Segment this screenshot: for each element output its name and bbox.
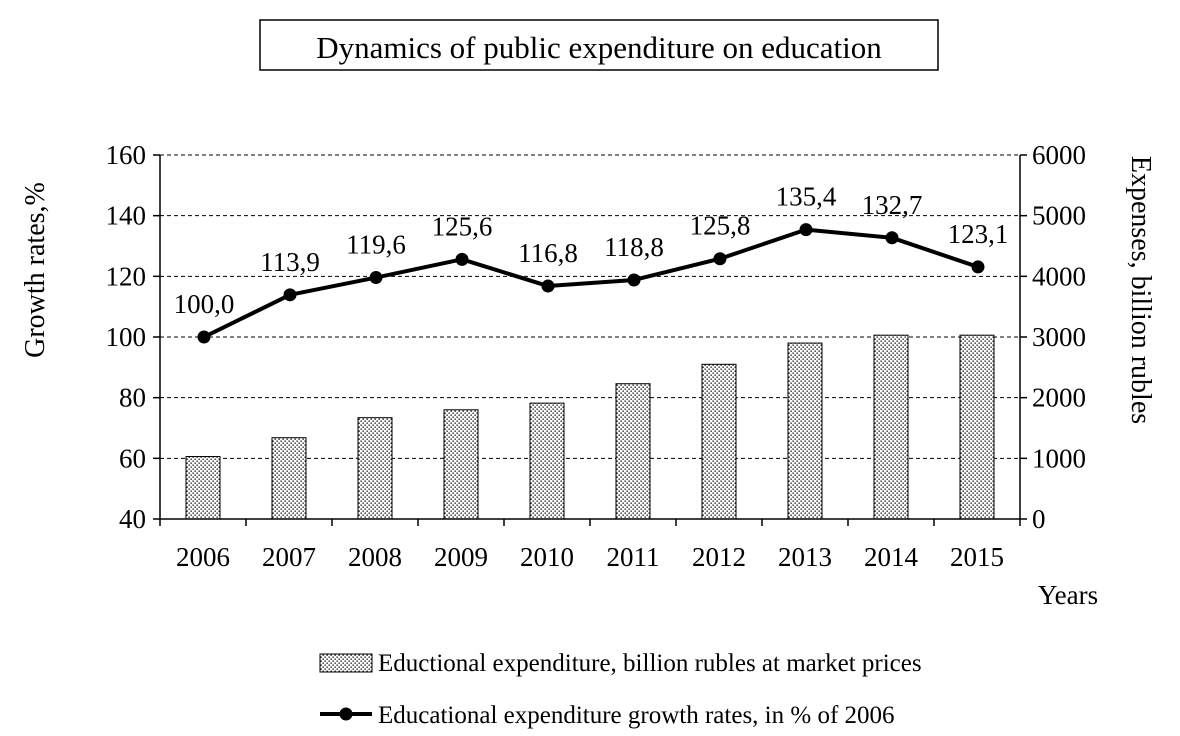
y-left-tick-label: 100 <box>106 322 147 352</box>
y-right-tick-label: 4000 <box>1032 261 1086 291</box>
bar <box>185 456 221 520</box>
x-tick-label: 2007 <box>262 542 316 572</box>
data-label: 135,4 <box>776 182 837 212</box>
bar <box>443 409 479 520</box>
growth-point <box>627 273 641 287</box>
y-right-tick-label: 3000 <box>1032 322 1086 352</box>
tick-labels: 40 60 80 100 120 140 160 0 1000 2000 3000 4000 5000 6… <box>106 140 1087 572</box>
bar <box>959 334 995 520</box>
legend-bar-label: Eductional expenditure, billion rubles a… <box>378 650 922 677</box>
x-tick-label: 2011 <box>607 542 660 572</box>
y-right-tick-label: 2000 <box>1032 383 1086 413</box>
y-left-tick-label: 60 <box>119 443 146 473</box>
growth-point <box>713 252 727 266</box>
growth-point <box>369 271 383 285</box>
x-tick-label: 2010 <box>520 542 574 572</box>
bar <box>615 383 651 520</box>
x-axis-label: Years <box>1038 580 1098 610</box>
legend: Eductional expenditure, billion rubles a… <box>319 650 922 729</box>
data-label: 119,6 <box>346 230 406 260</box>
growth-point <box>455 252 469 266</box>
y-right-tick-label: 1000 <box>1032 443 1086 473</box>
chart-title-box <box>259 19 939 71</box>
data-label: 123,1 <box>948 219 1009 249</box>
legend-bar-swatch <box>319 653 373 673</box>
growth-point <box>885 231 899 245</box>
x-tick-label: 2006 <box>176 542 230 572</box>
bar-series <box>185 334 995 520</box>
y-left-tick-label: 120 <box>106 261 147 291</box>
data-label: 125,8 <box>690 211 751 241</box>
data-label: 100,0 <box>174 289 235 319</box>
chart-title: Dynamics of public expenditure on educat… <box>316 30 882 65</box>
y-left-tick-label: 80 <box>119 383 146 413</box>
bar <box>271 437 307 520</box>
x-tick-label: 2012 <box>692 542 746 572</box>
y-axis-left-label: Growth rates,% <box>20 182 51 358</box>
y-left-tick-label: 160 <box>106 140 147 170</box>
x-tick-label: 2008 <box>348 542 402 572</box>
growth-point <box>971 260 985 274</box>
x-tick-label: 2015 <box>950 542 1004 572</box>
x-tick-label: 2013 <box>778 542 832 572</box>
bar <box>701 363 737 520</box>
bar <box>357 417 393 520</box>
bar <box>529 402 565 520</box>
x-tick-label: 2014 <box>864 542 919 572</box>
growth-point <box>541 279 555 293</box>
x-tick-label: 2009 <box>434 542 488 572</box>
growth-line <box>203 227 979 339</box>
y-right-tick-label: 5000 <box>1032 201 1086 231</box>
data-label: 116,8 <box>518 238 578 268</box>
bar <box>873 334 909 520</box>
data-label: 118,8 <box>604 232 664 262</box>
axes <box>153 154 1027 526</box>
y-right-tick-label: 0 <box>1032 504 1046 534</box>
y-left-tick-label: 40 <box>119 504 146 534</box>
data-label: 125,6 <box>432 211 493 241</box>
data-label: 113,9 <box>260 247 320 277</box>
growth-point <box>283 288 297 302</box>
bar <box>787 342 823 520</box>
growth-point <box>197 330 211 344</box>
y-axis-right-label: Expenses, billion rubles <box>1125 156 1156 424</box>
data-label: 132,7 <box>862 190 923 220</box>
y-right-tick-label: 6000 <box>1032 140 1086 170</box>
legend-line-marker <box>339 707 353 721</box>
y-left-tick-label: 140 <box>106 201 147 231</box>
growth-point <box>799 223 813 237</box>
legend-line-label: Educational expenditure growth rates, in… <box>378 702 895 729</box>
line-series <box>197 223 985 344</box>
